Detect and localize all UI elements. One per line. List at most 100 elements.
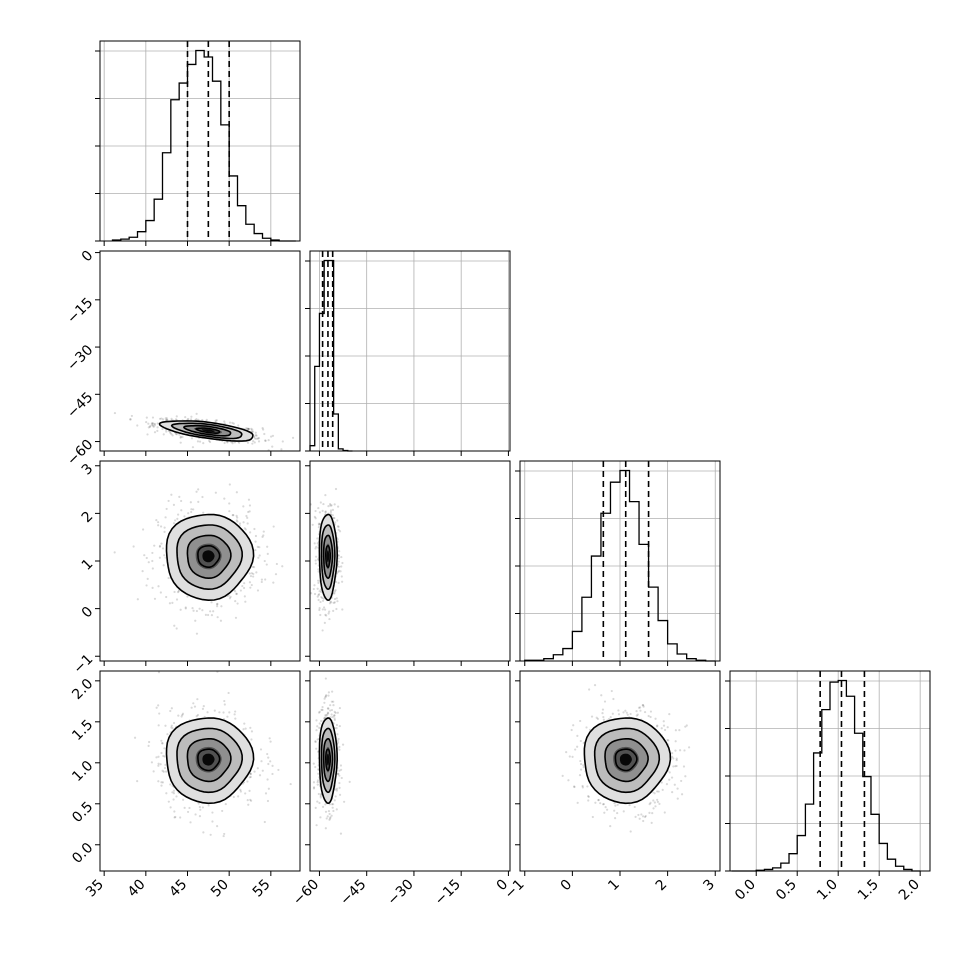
contour-line [176, 524, 244, 591]
scatter-point [649, 801, 652, 804]
scatter-point [153, 544, 156, 547]
scatter-point [216, 616, 219, 619]
scatter-point [223, 420, 226, 423]
scatter-point [602, 715, 605, 719]
scatter-point [190, 415, 193, 418]
scatter-point [231, 514, 234, 517]
scatter-point [316, 725, 319, 728]
contour-line [195, 427, 221, 434]
scatter-point [202, 831, 205, 834]
scatter-point [317, 523, 321, 526]
scatter-point [228, 421, 232, 424]
scatter-point [336, 733, 339, 736]
scatter-point [178, 495, 181, 499]
scatter-point [247, 803, 250, 806]
scatter-point [680, 779, 683, 783]
scatter-point [176, 591, 180, 594]
y-tick-label: −60 [64, 437, 96, 469]
scatter-point [251, 430, 255, 433]
scatter-point [181, 712, 185, 715]
scatter-point [226, 441, 229, 444]
scatter-point [222, 834, 225, 838]
hist-panel-0 [95, 40, 301, 242]
scatter-point [160, 417, 163, 420]
scatter-point [195, 632, 199, 635]
scatter-point [187, 512, 190, 515]
scatter-point [164, 516, 167, 519]
scatter-point [173, 590, 176, 594]
scatter-point [156, 422, 159, 425]
scatter-point [320, 595, 323, 599]
scatter-point [322, 606, 326, 609]
scatter-point [672, 765, 675, 768]
scatter-point [666, 726, 669, 729]
scatter-point [210, 601, 213, 604]
scatter-point [192, 702, 195, 705]
contour-line [176, 727, 244, 794]
scatter-point [327, 504, 330, 508]
contour-line [182, 424, 232, 437]
histogram-step-1 [309, 259, 353, 452]
scatter-point [178, 433, 181, 436]
scatter-point [595, 716, 598, 719]
scatter-point [581, 784, 584, 788]
pair-panel-2-3 [519, 670, 721, 872]
scatter-point [331, 690, 334, 693]
scatter-point [599, 802, 602, 805]
scatter-point [612, 697, 615, 701]
scatter-point [272, 581, 275, 584]
scatter-point [565, 751, 568, 754]
scatter-point [663, 811, 666, 814]
scatter-point [332, 609, 335, 613]
scatter-point [208, 439, 211, 442]
scatter-point [272, 525, 275, 528]
scatter-point [243, 722, 246, 725]
scatter-point [604, 806, 607, 809]
scatter-point [338, 748, 341, 751]
scatter-point [657, 790, 660, 793]
scatter-point [587, 795, 590, 798]
y-tick-label: 2.0 [69, 676, 96, 703]
scatter-point [248, 776, 251, 779]
scatter-point [587, 799, 590, 802]
scatter-point [251, 565, 254, 568]
scatter-point [250, 583, 253, 587]
scatter-point [624, 709, 627, 712]
scatter-point [195, 714, 198, 718]
scatter-point [249, 775, 252, 779]
scatter-point [183, 806, 186, 809]
scatter-point [274, 573, 278, 576]
scatter-point [201, 418, 204, 422]
scatter-point [339, 832, 343, 835]
panel-frame [309, 670, 511, 872]
scatter-point [216, 603, 219, 606]
scatter-point [614, 817, 617, 820]
scatter-point [323, 621, 326, 624]
pair-panel-0-3 [99, 670, 301, 872]
scatter-point [281, 565, 284, 568]
scatter-point [314, 740, 317, 743]
scatter-point [191, 446, 195, 449]
contour-line [165, 717, 255, 805]
scatter-point [329, 816, 332, 819]
scatter-point [314, 517, 317, 520]
scatter-point [234, 600, 237, 603]
scatter-point [324, 613, 327, 616]
scatter-point [320, 590, 323, 594]
scatter-point [263, 820, 266, 824]
scatter-point [157, 524, 160, 527]
scatter-point [233, 713, 236, 716]
scatter-point [660, 781, 663, 784]
scatter-point [242, 505, 245, 508]
scatter-point [340, 768, 343, 771]
scatter-point [312, 587, 315, 591]
scatter-point [324, 493, 327, 497]
scatter-point [321, 708, 324, 711]
contour-line [325, 748, 332, 772]
scatter-point [616, 811, 619, 815]
scatter-point [136, 598, 139, 601]
scatter-point [187, 417, 190, 421]
x-tick-label: 1.0 [814, 877, 841, 904]
scatter-point [268, 737, 271, 740]
density-fill [619, 753, 632, 766]
